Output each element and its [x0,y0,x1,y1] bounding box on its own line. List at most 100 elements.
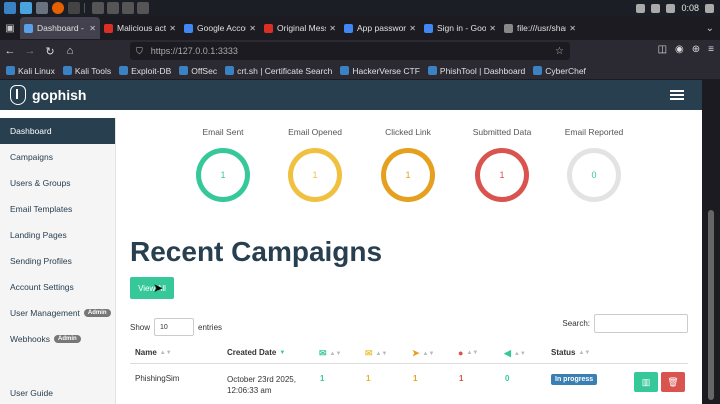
tab-overflow-icon[interactable]: ⌄ [705,22,714,34]
bookmark-favicon-icon [62,66,72,75]
stat-donut: 0 [567,148,621,202]
tab-label: App passwor [357,23,407,33]
firefox-icon[interactable] [52,2,64,14]
volume-icon[interactable] [651,3,661,13]
bookmark-item[interactable]: CyberChef [533,66,586,76]
col-clicked[interactable]: ➤ ▲▼ [412,348,434,359]
bookmark-favicon-icon [225,66,235,75]
browser-tab[interactable]: file:///usr/share/✕ [500,17,580,39]
desktop-icon[interactable] [20,2,32,14]
page-scrollbar[interactable] [702,80,720,404]
campaign-name[interactable]: PhishingSim [135,374,180,383]
bookmark-item[interactable]: OffSec [179,66,217,76]
workspace-3-icon[interactable] [122,2,134,14]
col-submitted[interactable]: ● ▲▼ [458,348,478,358]
sidebar-item-sending-profiles[interactable]: Sending Profiles [10,256,72,266]
stat-title: Email Opened [288,127,342,137]
power-icon[interactable] [705,3,714,13]
close-tab-icon[interactable]: ✕ [569,23,576,33]
workspace-1-icon[interactable] [92,2,104,14]
browser-tab[interactable]: Google Accou ✕ [180,17,260,39]
pointer-icon: ➤ [412,348,420,358]
pocket-icon[interactable]: ◫ [657,44,668,55]
close-tab-icon[interactable]: ✕ [409,23,416,33]
close-tab-icon[interactable]: ✕ [89,23,96,33]
stat-donut: 1 [196,148,250,202]
stat-donut: 1 [475,148,529,202]
url-text: https://127.0.0.1:3333 [150,46,238,56]
kali-menu-icon[interactable] [4,2,16,14]
submitted-count: 1 [459,374,464,383]
home-icon[interactable]: ⌂ [66,45,74,57]
account-icon[interactable]: ◉ [675,44,684,55]
stat-donut: 1 [288,148,342,202]
sidebar-item-user-guide[interactable]: User Guide [10,388,53,398]
stat-value: 1 [499,169,505,180]
admin-badge: Admin [54,335,81,343]
sidebar-item-landing-pages[interactable]: Landing Pages [10,230,67,240]
stat-value: 1 [312,169,318,180]
table-search: Search: [562,314,688,333]
col-name[interactable]: Name ▲▼ [135,348,172,357]
bookmark-item[interactable]: Kali Linux [6,66,55,76]
network-icon[interactable] [636,3,646,13]
sidebar-item-users-groups[interactable]: Users & Groups [10,178,71,188]
tab-list-icon[interactable]: ▣ [5,22,15,34]
scrollbar-thumb[interactable] [708,210,714,400]
col-created-date[interactable]: Created Date ▼ [227,348,286,357]
close-tab-icon[interactable]: ✕ [249,23,256,33]
stat-title: Clicked Link [385,127,431,137]
file-manager-icon[interactable] [36,2,48,14]
back-icon[interactable]: ← [4,45,16,57]
os-taskbar: 0:08 [0,0,720,16]
reload-icon[interactable]: ↻ [45,45,55,58]
browser-tab[interactable]: Original Mess ✕ [260,17,340,39]
browser-tab[interactable]: Dashboard - G✕ [20,17,100,39]
close-tab-icon[interactable]: ✕ [329,23,336,33]
results-button[interactable]: ▥ [634,372,658,392]
terminal-icon[interactable] [68,2,80,14]
menu-icon[interactable]: ≡ [708,44,714,55]
sidebar-item-user-management[interactable]: User Management Admin [0,300,115,326]
stat-title: Email Sent [202,127,244,137]
tab-favicon-icon [504,23,513,33]
hamburger-menu-icon[interactable] [670,90,684,100]
search-input[interactable] [594,314,688,333]
close-tab-icon[interactable]: ✕ [169,23,176,33]
tab-favicon-icon [24,23,33,33]
browser-tab[interactable]: Sign in - Google✕ [420,17,500,39]
entries-select[interactable]: 10 [154,318,195,336]
bookmark-star-icon[interactable]: ☆ [555,45,564,57]
browser-tab[interactable]: App passwor ✕ [340,17,420,39]
opened-count: 1 [366,374,371,383]
browser-tab[interactable]: Malicious acti ✕ [100,17,180,39]
forward-icon[interactable]: → [24,45,36,57]
col-reported[interactable]: ◀ ▲▼ [504,348,526,359]
tab-label: Original Mess [277,23,327,33]
bookmark-item[interactable]: HackerVerse CTF [340,66,420,76]
col-opened[interactable]: ✉ ▲▼ [365,348,387,359]
sidebar-item-dashboard[interactable]: Dashboard [0,118,115,144]
notification-icon[interactable] [666,3,676,13]
sidebar-item-account-settings[interactable]: Account Settings [10,282,74,292]
workspace-4-icon[interactable] [137,2,149,14]
sidebar-item-campaigns[interactable]: Campaigns [10,152,53,162]
col-sent[interactable]: ✉ ▲▼ [319,348,341,359]
tab-favicon-icon [104,23,113,33]
sidebar-item-email-templates[interactable]: Email Templates [10,204,73,214]
clock: 0:08 [681,3,699,13]
url-bar[interactable]: ⛉ https://127.0.0.1:3333 ☆ [130,42,570,60]
sidebar-item-webhooks[interactable]: Webhooks Admin [0,326,115,352]
tab-label: Google Accou [197,23,247,33]
close-tab-icon[interactable]: ✕ [489,23,496,33]
extensions-icon[interactable]: ⊕ [691,44,701,55]
clicked-count: 1 [413,374,418,383]
bookmark-item[interactable]: Kali Tools [62,66,111,76]
bookmark-item[interactable]: crt.sh | Certificate Search [225,66,332,76]
bookmark-item[interactable]: Exploit-DB [119,66,171,76]
workspace-2-icon[interactable] [107,2,119,14]
col-status[interactable]: Status ▲▼ [551,348,591,357]
view-all-button[interactable]: View All [130,277,174,299]
bookmark-item[interactable]: PhishTool | Dashboard [427,66,525,76]
delete-button[interactable]: 🗑 [661,372,685,392]
